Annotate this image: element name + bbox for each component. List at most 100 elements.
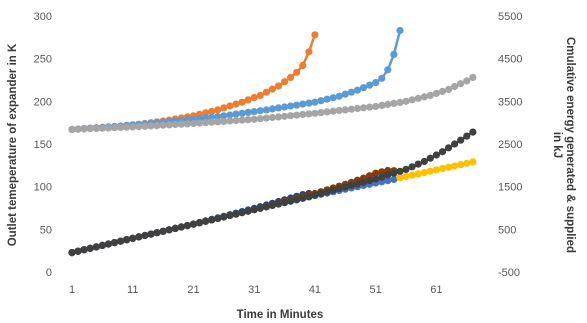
- data-point: [274, 113, 283, 121]
- data-point: [372, 79, 380, 87]
- data-point: [165, 226, 173, 234]
- right-tick-label: 5500: [498, 11, 522, 23]
- right-tick-label: 1500: [498, 182, 522, 194]
- left-tick-label: 250: [34, 54, 52, 66]
- data-point: [469, 158, 477, 166]
- series-line: [71, 131, 474, 254]
- data-point: [68, 249, 76, 257]
- data-point: [390, 169, 398, 177]
- data-point: [189, 220, 198, 228]
- data-point: [281, 103, 289, 111]
- data-point: [98, 124, 106, 132]
- data-point: [86, 125, 94, 133]
- data-point: [189, 119, 198, 128]
- data-point: [183, 222, 191, 230]
- data-point: [457, 80, 465, 88]
- data-point: [402, 172, 410, 180]
- data-point: [232, 210, 240, 218]
- data-point: [408, 171, 416, 179]
- right-axis-label-line2: in kJ: [551, 132, 563, 158]
- x-tick-label: 61: [430, 284, 442, 296]
- data-point: [390, 175, 398, 183]
- data-point: [274, 200, 283, 208]
- data-point: [123, 123, 131, 131]
- data-point: [86, 244, 94, 252]
- data-point: [311, 191, 319, 199]
- data-point: [341, 90, 349, 98]
- data-point: [335, 106, 343, 115]
- data-point: [335, 185, 343, 193]
- data-point: [347, 88, 355, 96]
- data-point: [341, 183, 349, 191]
- data-point: [451, 82, 459, 91]
- data-point: [353, 180, 362, 188]
- data-point: [323, 108, 331, 116]
- data-point: [268, 85, 276, 93]
- data-point: [396, 98, 404, 106]
- data-point: [457, 161, 465, 169]
- data-point: [177, 120, 185, 128]
- data-point: [396, 26, 404, 35]
- data-point: [457, 136, 465, 144]
- data-point: [177, 223, 185, 231]
- data-point: [268, 113, 276, 122]
- data-point: [396, 167, 404, 175]
- data-point: [183, 120, 191, 128]
- left-tick-label: 300: [34, 11, 52, 23]
- data-point: [220, 112, 228, 120]
- data-point: [281, 198, 289, 207]
- data-point: [359, 104, 368, 112]
- data-point: [202, 109, 210, 117]
- data-point: [80, 125, 88, 133]
- data-point: [426, 91, 434, 99]
- data-point: [299, 110, 307, 119]
- data-point: [390, 50, 398, 59]
- data-point: [208, 216, 216, 224]
- data-point: [220, 104, 228, 112]
- x-tick-label: 51: [370, 284, 382, 296]
- data-point: [74, 125, 82, 133]
- left-tick-label: 50: [40, 224, 52, 236]
- data-point: [402, 165, 410, 173]
- left-tick-label: 150: [34, 139, 52, 151]
- data-point: [347, 105, 355, 113]
- data-point: [426, 167, 434, 175]
- data-point: [293, 111, 301, 119]
- data-point: [420, 93, 428, 101]
- data-point: [384, 171, 392, 179]
- data-point: [129, 123, 137, 131]
- data-point: [208, 107, 216, 115]
- data-point: [117, 237, 125, 245]
- data-point: [323, 188, 331, 196]
- data-point: [445, 163, 453, 171]
- data-point: [293, 196, 301, 204]
- data-point: [159, 227, 167, 235]
- data-point: [438, 148, 447, 156]
- data-point: [432, 89, 440, 97]
- data-point: [420, 168, 428, 177]
- data-point: [384, 100, 392, 108]
- data-point: [353, 86, 362, 94]
- x-tick-label: 11: [127, 284, 138, 296]
- data-point: [147, 122, 155, 130]
- data-point: [232, 116, 240, 125]
- data-point: [311, 98, 319, 106]
- data-point: [323, 95, 331, 103]
- data-point: [281, 112, 289, 120]
- data-point: [256, 107, 264, 115]
- data-point: [384, 66, 392, 74]
- data-point: [135, 123, 143, 131]
- data-point: [311, 109, 319, 117]
- data-point: [341, 106, 349, 114]
- data-point: [390, 99, 398, 107]
- data-point: [414, 170, 422, 178]
- data-point: [68, 125, 76, 134]
- data-point: [438, 164, 447, 173]
- data-point: [202, 217, 210, 225]
- left-axis-ticks: 0 50 100 150 200 250 300: [34, 11, 52, 279]
- data-point: [214, 113, 222, 121]
- data-point: [110, 124, 119, 132]
- data-point: [335, 92, 343, 100]
- data-point: [420, 157, 428, 166]
- data-point: [159, 121, 167, 129]
